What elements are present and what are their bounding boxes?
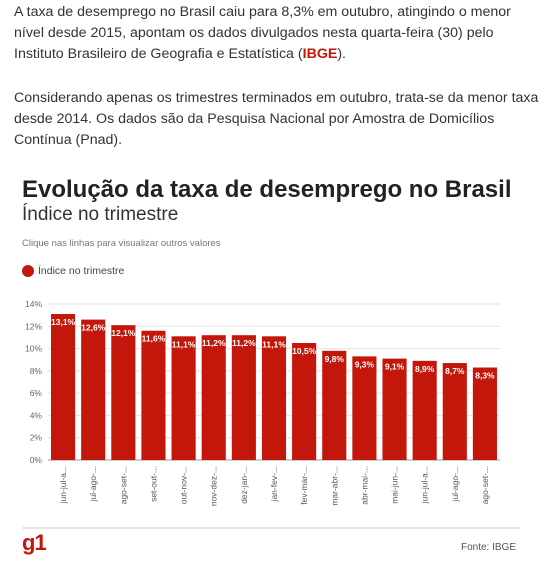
x-tick-label: set-out-... — [148, 466, 158, 502]
article-paragraph-2: Considerando apenas os trimestres termin… — [14, 90, 539, 148]
data-label: 8,3% — [475, 371, 495, 381]
ibge-link[interactable]: IBGE — [302, 46, 338, 62]
bar[interactable] — [201, 335, 226, 460]
chart-legend[interactable]: Índice no trimestre — [22, 265, 124, 277]
bar[interactable] — [141, 330, 166, 460]
paragraph-1-end: ). — [337, 46, 346, 62]
data-label: 11,2% — [232, 338, 256, 348]
bar[interactable] — [352, 356, 377, 460]
data-label: 9,1% — [385, 362, 405, 372]
x-tick-label: abr-mai-... — [359, 466, 369, 505]
data-label: 12,1% — [111, 328, 136, 338]
x-tick-label: out-nov-... — [179, 466, 189, 504]
data-label: 10,5% — [292, 346, 317, 356]
y-tick-label: 10% — [25, 344, 42, 354]
y-tick-label: 2% — [30, 433, 43, 443]
y-tick-label: 8% — [30, 366, 43, 376]
y-tick-label: 6% — [30, 388, 43, 398]
data-label: 8,7% — [445, 366, 465, 376]
x-tick-label: jun-jul-a... — [420, 466, 430, 504]
bar[interactable] — [472, 367, 497, 460]
bar[interactable] — [171, 336, 196, 460]
bar[interactable] — [412, 360, 437, 460]
x-tick-label: jul-ago-... — [88, 466, 98, 502]
data-label: 11,1% — [262, 339, 286, 349]
chart-source: Fonte: IBGE — [460, 542, 516, 553]
data-label: 9,3% — [355, 359, 375, 369]
x-tick-label: ago-set-... — [118, 466, 128, 504]
x-tick-label: nov-dez-... — [209, 466, 219, 506]
legend-swatch — [22, 265, 34, 277]
bar[interactable] — [231, 335, 256, 460]
data-label: 9,8% — [325, 354, 345, 364]
x-tick-label: mar-abr-... — [329, 466, 339, 506]
legend-label: Índice no trimestre — [38, 265, 125, 277]
x-tick-label: dez-jan-... — [239, 466, 249, 504]
chart-title: Evolução da taxa de desemprego no Brasil — [22, 176, 512, 203]
y-tick-label: 4% — [30, 410, 43, 420]
bar[interactable] — [51, 314, 76, 460]
data-label: 13,1% — [51, 317, 76, 327]
bar[interactable] — [81, 319, 106, 460]
y-tick-label: 12% — [25, 321, 42, 331]
data-label: 11,2% — [202, 338, 226, 348]
g1-logo: g1 — [22, 530, 47, 555]
article-paragraph-1: A taxa de desemprego no Brasil caiu para… — [14, 2, 544, 65]
data-label: 11,1% — [172, 339, 196, 349]
y-tick-label: 0% — [30, 455, 43, 465]
chart-subtitle: Índice no trimestre — [22, 204, 179, 225]
bar-chart: 0% 2% 4% 6% 8% 10% 12% 14% 13,1% jun-jul-a... 12,6… — [22, 299, 520, 529]
bar[interactable] — [261, 336, 287, 460]
x-tick-label: jan-fev-... — [269, 466, 279, 502]
data-label: 11,6% — [142, 334, 166, 344]
chart-hint: Clique nas linhas para visualizar outros… — [22, 238, 221, 249]
bar[interactable] — [111, 325, 136, 460]
bar[interactable] — [292, 343, 317, 460]
paragraph-1-text: A taxa de desemprego no Brasil caiu para… — [14, 4, 511, 62]
x-tick-label: mai-jun-... — [390, 466, 400, 504]
bar[interactable] — [442, 363, 467, 460]
bar[interactable] — [322, 350, 347, 460]
x-tick-label: fev-mar-... — [299, 466, 309, 505]
data-label: 12,6% — [81, 323, 106, 333]
data-label: 8,9% — [415, 364, 435, 374]
x-tick-label: jul-ago-... — [450, 466, 460, 502]
bar[interactable] — [382, 358, 407, 460]
x-tick-label: ago-set-... — [480, 466, 490, 504]
y-tick-label: 14% — [25, 299, 42, 309]
x-tick-label: jun-jul-a... — [58, 466, 68, 504]
